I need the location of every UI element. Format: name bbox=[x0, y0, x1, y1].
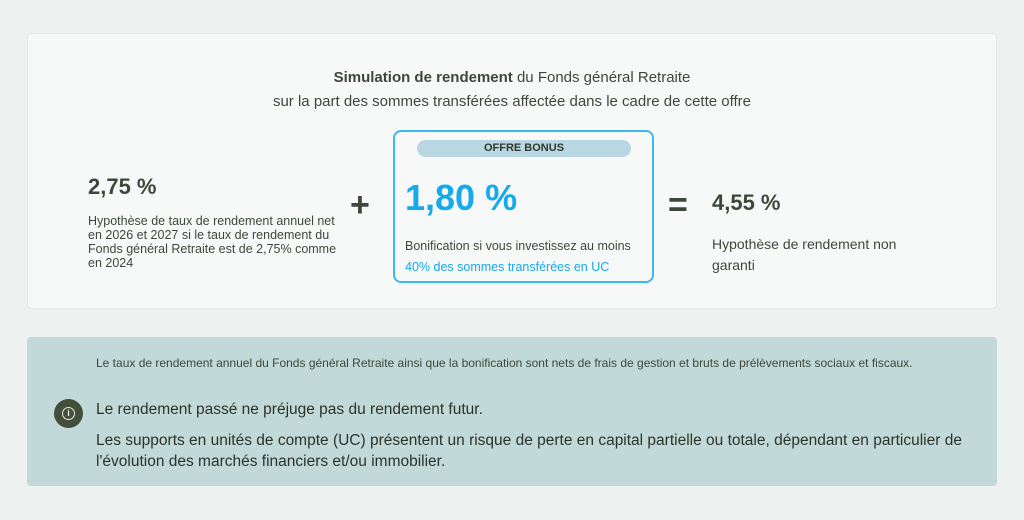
plus-sign: + bbox=[350, 186, 370, 224]
bonus-box: OFFRE BONUS 1,80 % Bonification si vous … bbox=[393, 130, 654, 283]
bonus-value: 1,80 % bbox=[405, 177, 518, 218]
bonus-description-text: Bonification si vous investissez au moin… bbox=[405, 239, 631, 253]
base-rate-description: Hypothèse de taux de rendement annuel ne… bbox=[88, 214, 337, 270]
notice-panel: Le taux de rendement annuel du Fonds gén… bbox=[27, 337, 997, 486]
bonus-description-highlight: 40% des sommes transférées en UC bbox=[405, 260, 610, 274]
equals-sign: = bbox=[668, 186, 688, 224]
info-icon: i bbox=[54, 399, 83, 428]
base-rate-value: 2,75 % bbox=[88, 174, 157, 199]
simulation-card: Simulation de rendement du Fonds général… bbox=[27, 33, 997, 309]
subtitle: sur la part des sommes transférées affec… bbox=[272, 93, 752, 110]
title-rest: du Fonds général Retraite bbox=[512, 69, 691, 86]
bonus-badge: OFFRE BONUS bbox=[417, 140, 631, 157]
notice-small-text: Le taux de rendement annuel du Fonds gén… bbox=[96, 356, 913, 370]
total-rate-description: Hypothèse de rendement non garanti bbox=[712, 236, 897, 273]
base-rate: 2,75 % Hypothèse de taux de rendement an… bbox=[88, 174, 338, 270]
total-rate: 4,55 % Hypothèse de rendement non garant… bbox=[712, 190, 902, 276]
simulation-title: Simulation de rendement du Fonds général… bbox=[28, 66, 996, 114]
notice-line-1: Le rendement passé ne préjuge pas du ren… bbox=[96, 401, 483, 418]
total-rate-value: 4,55 % bbox=[712, 190, 781, 215]
bonus-description: Bonification si vous investissez au moin… bbox=[405, 236, 652, 278]
title-bold: Simulation de rendement bbox=[333, 69, 513, 86]
notice-line-2: Les supports en unités de compte (UC) pr… bbox=[96, 432, 962, 470]
